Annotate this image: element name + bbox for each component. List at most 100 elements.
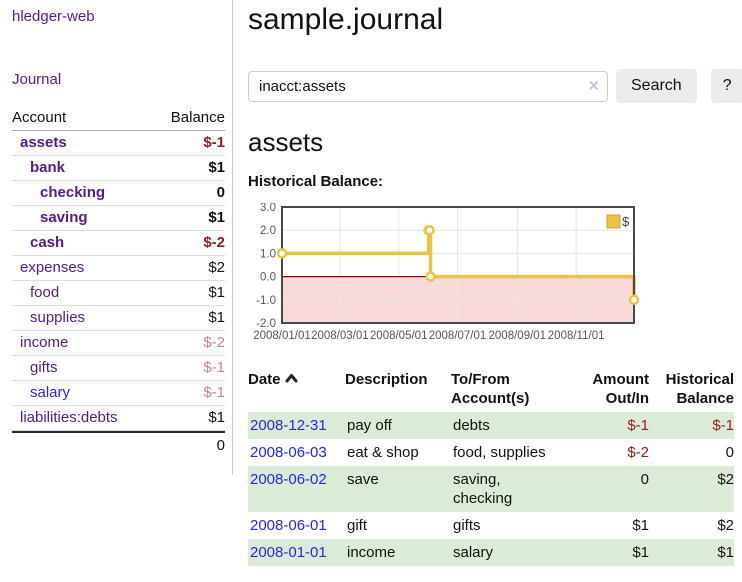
transaction-accounts: food, supplies <box>453 444 546 461</box>
transaction-balance: $2 <box>649 466 734 512</box>
transaction-balance: $1 <box>649 539 734 566</box>
account-link[interactable]: gifts <box>30 359 58 376</box>
account-balance: $1 <box>208 309 225 326</box>
account-total-value: 0 <box>216 437 225 454</box>
account-link[interactable]: liabilities:debts <box>20 409 118 426</box>
transaction-description: pay off <box>345 412 451 439</box>
register-row: 2008-12-31 pay off debts $-1 $-1 <box>248 412 734 439</box>
account-link[interactable]: saving <box>40 209 88 226</box>
search-button[interactable]: Search <box>616 69 697 103</box>
svg-text:-2.0: -2.0 <box>256 318 276 330</box>
date-header-label: Date <box>248 371 281 388</box>
account-link[interactable]: bank <box>30 159 66 176</box>
account-row: supplies $1 <box>12 306 225 331</box>
svg-text:0.0: 0.0 <box>260 272 276 284</box>
search-bar: × Search ? <box>248 69 742 103</box>
clear-search-icon[interactable]: × <box>588 75 599 96</box>
transaction-description: save <box>345 466 451 512</box>
account-balance: $-2 <box>203 334 225 351</box>
transaction-amount: $1 <box>632 517 649 534</box>
account-link[interactable]: expenses <box>20 259 85 276</box>
transaction-accounts: debts <box>451 412 573 439</box>
account-column-header: Account <box>12 109 67 126</box>
account-row: checking 0 <box>12 181 225 206</box>
transaction-description: income <box>345 539 451 566</box>
transaction-accounts: saving, checking <box>451 466 573 512</box>
transaction-accounts: gifts <box>453 517 481 534</box>
transaction-accounts: salary <box>451 539 573 566</box>
svg-text:-1.0: -1.0 <box>256 295 276 307</box>
svg-text:$: $ <box>622 214 630 229</box>
sidebar-nav: Journal <box>12 71 224 88</box>
account-row: assets $-1 <box>12 131 225 156</box>
svg-text:1.0: 1.0 <box>260 248 276 260</box>
account-balance: 0 <box>216 184 225 201</box>
transaction-amount: $1 <box>573 539 649 566</box>
account-balance: $2 <box>208 259 225 276</box>
column-header-amount: Amount Out/In <box>592 371 649 407</box>
account-row: liabilities:debts $1 <box>12 406 225 431</box>
column-header-balance: Historical Balance <box>665 371 734 407</box>
transaction-date-link[interactable]: 2008-01-01 <box>250 544 327 561</box>
svg-text:2008/07/01: 2008/07/01 <box>429 330 487 342</box>
page-title: sample.journal <box>248 3 444 36</box>
account-row: salary $-1 <box>12 381 225 406</box>
transaction-balance: 0 <box>725 444 734 461</box>
page: hledger-web Journal Account Balance asse… <box>0 0 742 566</box>
column-header-date[interactable]: Date <box>248 368 345 412</box>
transaction-balance: $-1 <box>649 412 734 439</box>
svg-text:2008/03/01: 2008/03/01 <box>311 330 369 342</box>
sidebar: hledger-web Journal Account Balance asse… <box>0 0 233 475</box>
register-row: 2008-06-03 eat & shop food, supplies $-2… <box>248 439 734 466</box>
transaction-amount: 0 <box>573 466 649 512</box>
register-header-row: Date Description To/From Account(s) Amoun… <box>248 368 734 412</box>
account-row: cash $-2 <box>12 231 225 256</box>
sort-ascending-icon <box>285 374 298 383</box>
account-row: saving $1 <box>12 206 225 231</box>
account-link[interactable]: food <box>30 284 60 301</box>
transaction-description: eat & shop <box>347 444 419 461</box>
brand-link[interactable]: hledger-web <box>12 8 95 25</box>
svg-text:2008/11/01: 2008/11/01 <box>548 330 605 342</box>
account-link[interactable]: checking <box>40 184 106 201</box>
search-input[interactable] <box>248 70 608 102</box>
account-link[interactable]: income <box>20 334 69 351</box>
search-input-wrap: × <box>248 70 608 102</box>
transaction-balance: $2 <box>717 517 734 534</box>
account-link[interactable]: supplies <box>30 309 86 326</box>
column-header-description: Description <box>345 371 428 388</box>
svg-text:3.0: 3.0 <box>260 203 276 214</box>
app-brand: hledger-web <box>12 8 224 25</box>
svg-text:2.0: 2.0 <box>260 225 276 237</box>
account-balance: $1 <box>208 159 225 176</box>
account-row: bank $1 <box>12 156 225 181</box>
transaction-date-link[interactable]: 2008-06-02 <box>250 471 327 488</box>
account-balance: $-1 <box>203 384 225 401</box>
transaction-date-link[interactable]: 2008-06-01 <box>250 517 327 534</box>
historical-balance-chart: 3.0 2.0 1.0 0.0 -1.0 -2.0 2008/01/01 2008/03/01… <box>248 202 742 348</box>
register-row: 2008-01-01 income salary $1 $1 <box>248 539 734 566</box>
nav-journal-link[interactable]: Journal <box>12 71 62 88</box>
account-balance-table: Account Balance assets $-1 bank $1 checkin… <box>12 106 225 459</box>
chart-title: Historical Balance: <box>248 173 384 190</box>
account-row: gifts $-1 <box>12 356 225 381</box>
transaction-description: gift <box>347 517 368 534</box>
transaction-amount: $-1 <box>573 412 649 439</box>
account-link[interactable]: assets <box>20 134 67 151</box>
account-balance: $1 <box>208 284 225 301</box>
account-balance: $-2 <box>203 234 225 251</box>
account-link[interactable]: salary <box>30 384 71 401</box>
account-balance: $-1 <box>203 359 225 376</box>
account-row: income $-2 <box>12 331 225 356</box>
account-balance: $1 <box>208 209 225 226</box>
account-row: expenses $2 <box>12 256 225 281</box>
register-row: 2008-06-01 gift gifts $1 $2 <box>248 512 734 539</box>
svg-text:2008/01/01: 2008/01/01 <box>253 330 311 342</box>
transaction-date-link[interactable]: 2008-06-03 <box>250 444 327 461</box>
account-balance: $-1 <box>203 134 225 151</box>
account-title: assets <box>248 127 324 157</box>
transaction-date-link[interactable]: 2008-12-31 <box>250 417 327 434</box>
help-button[interactable]: ? <box>710 69 742 103</box>
account-link[interactable]: cash <box>30 234 65 251</box>
account-total-row: 0 <box>12 431 225 459</box>
